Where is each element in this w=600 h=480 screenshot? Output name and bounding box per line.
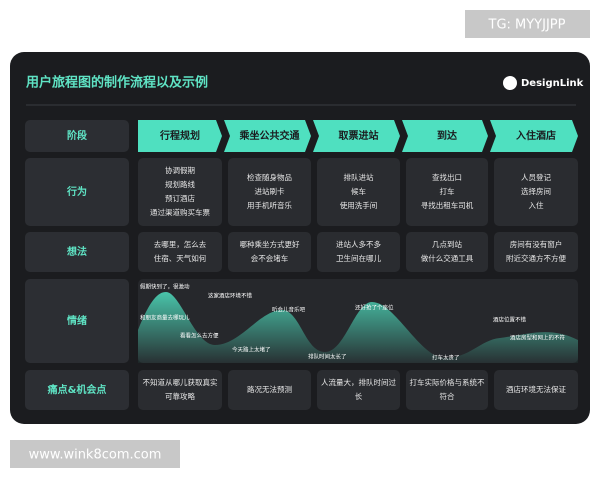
emotion-note: 看看怎么去方便 — [180, 332, 219, 340]
row-label-cell — [25, 279, 129, 363]
cell-text: 入住 — [529, 200, 544, 210]
cell — [138, 370, 222, 410]
tag-box — [465, 10, 590, 38]
row-label-cell — [25, 158, 129, 226]
cell-text: 附近交通方不方便 — [506, 253, 566, 263]
cell-text: 人员登记 — [521, 172, 551, 182]
cell-text: 几点到站 — [432, 239, 462, 249]
cell-text: 哪种乘坐方式更好 — [240, 239, 300, 249]
stage-chevron — [313, 120, 400, 152]
cell — [494, 158, 578, 226]
emotion-note: 酒店位置不错 — [493, 316, 527, 324]
emotion-note: 打车太贵了 — [432, 354, 460, 362]
cell — [138, 158, 222, 226]
cell — [406, 232, 488, 272]
cell-text: 预订酒店 — [165, 193, 195, 203]
cell-text: 通过渠道购买车票 — [150, 207, 210, 217]
logo: DesignLink — [521, 78, 584, 89]
cell-text: 符合 — [440, 391, 455, 401]
emotion-note: 假期快到了，很激动 — [140, 283, 190, 291]
stage-name: 入住酒店 — [516, 129, 556, 142]
stage-name: 行程规划 — [159, 129, 200, 142]
cell-text: 选择房间 — [521, 186, 551, 196]
cell-text: 会不会堵车 — [251, 253, 289, 263]
cell-text: 用手机听音乐 — [247, 200, 292, 210]
cell-text: 可靠攻略 — [165, 391, 195, 401]
cell-text: 去哪里，怎么去 — [154, 239, 207, 249]
cell-text: 打车 — [440, 186, 455, 196]
cell-text: 候车 — [351, 186, 366, 196]
stage-chevron — [402, 120, 488, 152]
row-label-cell — [25, 370, 129, 410]
cell — [138, 232, 222, 272]
emotion-curve — [138, 292, 578, 363]
cell — [406, 158, 488, 226]
cell — [406, 370, 488, 410]
cell-text: 进站人多不多 — [336, 239, 381, 249]
row-label: 阶段 — [67, 129, 87, 142]
cell-text: 房间有没有窗户 — [510, 239, 563, 249]
cell-text: 使用洗手间 — [340, 200, 378, 210]
cell-text: 做什么交通工具 — [421, 253, 474, 263]
cell-text: 检查随身物品 — [247, 172, 292, 182]
cell-text: 卫生间在哪儿 — [336, 253, 381, 263]
cell-text: 长 — [355, 391, 363, 401]
row-label: 情绪 — [67, 314, 87, 327]
cell — [317, 232, 400, 272]
emotion-note: 酒店房型和网上的不符 — [510, 334, 566, 342]
cell — [228, 158, 311, 226]
cell-text: 酒店环境无法保证 — [506, 384, 566, 394]
cell — [494, 232, 578, 272]
title: 用户旅程图的制作流程以及示例 — [25, 75, 208, 91]
row-label: 想法 — [66, 245, 87, 258]
tag: TG: MYYJJPP — [488, 18, 566, 33]
cell-text: 路况无法预测 — [247, 384, 292, 394]
cell-text: 不知道从哪儿获取真实 — [143, 377, 218, 387]
stage-chevron — [138, 120, 222, 152]
cell-text: 进站刷卡 — [255, 186, 285, 196]
logo-icon — [503, 76, 517, 90]
cell-text: 寻找出租车司机 — [421, 200, 474, 210]
cell — [228, 370, 311, 410]
cell-text: 住宿、天气如何 — [154, 253, 207, 263]
emotion-note: 和朋友商量去哪玩儿 — [140, 314, 190, 322]
row-label: 行为 — [66, 185, 87, 198]
emotion-note: 还好抢了个座位 — [355, 304, 394, 312]
cell-text: 协调假期 — [165, 165, 195, 175]
cell — [317, 158, 400, 226]
row-label: 痛点&机会点 — [47, 383, 107, 396]
stage-chevron — [490, 120, 578, 152]
cell — [317, 370, 400, 410]
stage-name: 乘坐公共交通 — [239, 129, 300, 142]
emotion-note: 排队时间太长了 — [308, 353, 347, 361]
cell — [228, 232, 311, 272]
cell-text: 打车实际价格与系统不 — [410, 377, 485, 387]
cell-text: 人流量大，排队时间过 — [321, 377, 396, 387]
cell — [494, 370, 578, 410]
emotion-note: 今天路上太堵了 — [232, 346, 271, 354]
emotion-note: 这家酒店环境不错 — [208, 292, 253, 300]
cell-text: 查找出口 — [432, 172, 462, 182]
cell-text: 排队进站 — [344, 172, 374, 182]
stage-name: 到达 — [437, 129, 457, 142]
stage-name: 取票进站 — [339, 129, 379, 142]
row-label-cell — [25, 232, 129, 272]
watermark: www.wink8com.com — [29, 448, 162, 463]
emotion-note: 听会儿音乐吧 — [272, 306, 306, 314]
row-label-cell — [25, 120, 129, 152]
stage-chevron — [224, 120, 311, 152]
cell-text: 规划路线 — [165, 179, 195, 189]
watermark-box — [10, 440, 180, 468]
